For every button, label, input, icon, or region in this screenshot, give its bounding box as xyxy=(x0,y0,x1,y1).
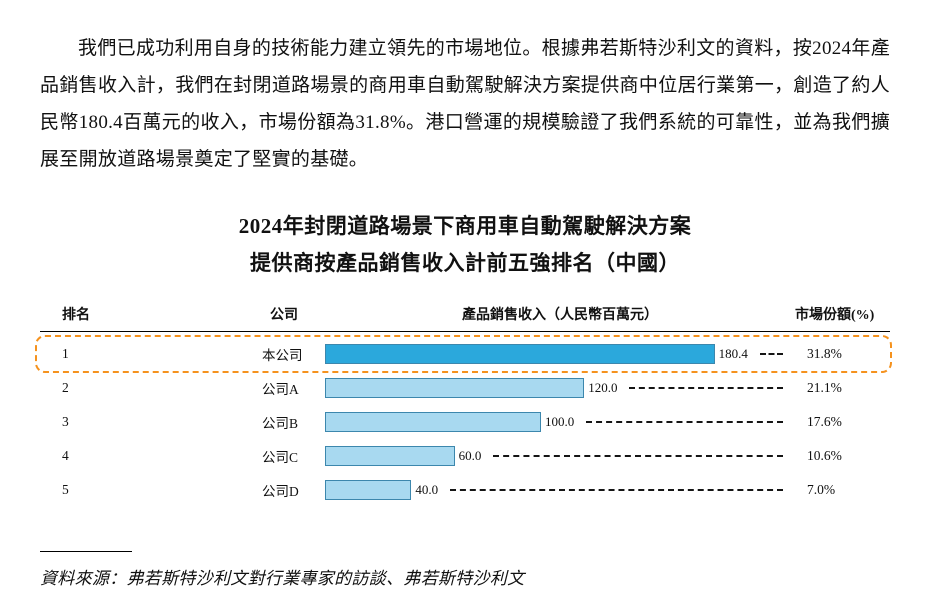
bar-zone: 60.0 xyxy=(325,446,795,466)
bar-chart: 排名 公司 產品銷售收入（人民幣百萬元） 市場份額(%) 1 本公司 180.4… xyxy=(35,304,892,507)
bar-value-label: 60.0 xyxy=(458,448,482,463)
market-share-value: 7.0% xyxy=(807,482,836,497)
company-name: 公司C xyxy=(262,450,299,465)
table-row: 3 公司B 100.0 17.6% xyxy=(40,405,890,439)
chart-title-line1: 2024年封閉道路場景下商用車自動駕駛解決方案 xyxy=(238,214,692,238)
rank-value: 5 xyxy=(62,482,69,497)
market-share-value: 17.6% xyxy=(807,414,842,429)
bar-zone: 40.0 xyxy=(325,480,795,500)
company-name: 公司D xyxy=(262,484,299,499)
company-name: 本公司 xyxy=(262,348,303,363)
company-name: 公司B xyxy=(262,416,299,431)
revenue-bar xyxy=(325,412,541,432)
revenue-bar xyxy=(325,446,455,466)
rank-value: 4 xyxy=(62,448,69,463)
table-row: 5 公司D 40.0 7.0% xyxy=(40,473,890,507)
chart-rows: 1 本公司 180.4 31.8% 2 公司A 120.0 21.1% xyxy=(35,335,892,507)
bar-value-label: 120.0 xyxy=(588,380,618,395)
bar-value-label: 180.4 xyxy=(718,346,748,361)
bar-value-label: 40.0 xyxy=(415,482,439,497)
table-row: 1 本公司 180.4 31.8% xyxy=(40,337,890,371)
header-share: 市場份額(%) xyxy=(795,308,875,323)
revenue-bar xyxy=(325,344,715,364)
dash-connector xyxy=(450,489,783,491)
rank-value: 3 xyxy=(62,414,69,429)
bar-zone: 100.0 xyxy=(325,412,795,432)
dash-connector xyxy=(493,455,783,457)
table-row: 2 公司A 120.0 21.1% xyxy=(40,371,890,405)
market-share-value: 10.6% xyxy=(807,448,842,463)
header-revenue: 產品銷售收入（人民幣百萬元） xyxy=(462,308,658,323)
dash-connector xyxy=(586,421,783,423)
table-row: 4 公司C 60.0 10.6% xyxy=(40,439,890,473)
rank-value: 2 xyxy=(62,380,69,395)
market-share-value: 31.8% xyxy=(807,346,842,361)
chart-title: 2024年封閉道路場景下商用車自動駕駛解決方案 提供商按產品銷售收入計前五強排名… xyxy=(40,208,890,282)
market-share-value: 21.1% xyxy=(807,380,842,395)
header-rank: 排名 xyxy=(62,308,90,323)
footnote-rule xyxy=(40,551,132,552)
header-company: 公司 xyxy=(270,308,298,323)
chart-title-line2: 提供商按產品銷售收入計前五強排名（中國） xyxy=(250,251,680,275)
bar-zone: 180.4 xyxy=(325,344,795,364)
body-paragraph: 我們已成功利用自身的技術能力建立領先的市場地位。根據弗若斯特沙利文的資料，按20… xyxy=(40,38,890,170)
revenue-bar xyxy=(325,480,412,500)
revenue-bar xyxy=(325,378,585,398)
rank-value: 1 xyxy=(62,346,69,361)
bar-value-label: 100.0 xyxy=(545,414,575,429)
dash-connector xyxy=(759,353,783,355)
company-name: 公司A xyxy=(262,382,299,397)
bar-zone: 120.0 xyxy=(325,378,795,398)
dash-connector xyxy=(629,387,783,389)
chart-header-row: 排名 公司 產品銷售收入（人民幣百萬元） 市場份額(%) xyxy=(40,304,890,332)
source-note: 資料來源：弗若斯特沙利文對行業專家的訪談、弗若斯特沙利文 xyxy=(40,569,525,588)
